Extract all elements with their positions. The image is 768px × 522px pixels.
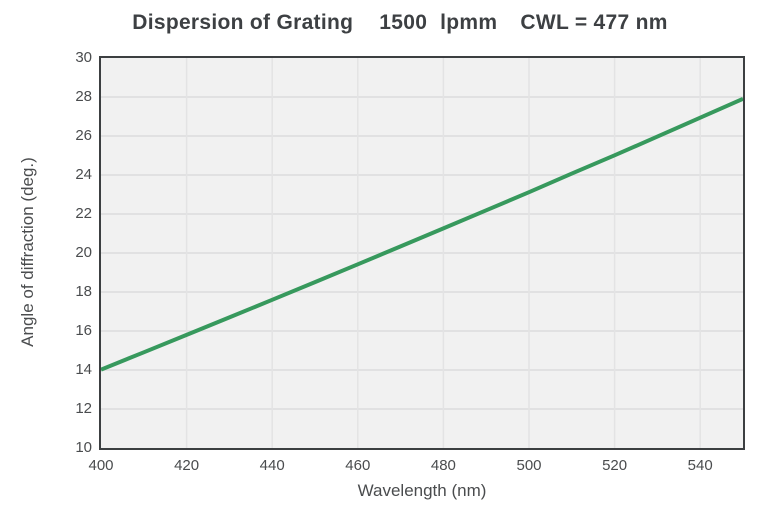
- x-tick-label: 520: [602, 457, 628, 474]
- dispersion-line-plot: [101, 58, 743, 448]
- x-axis-title: Wavelength (nm): [357, 481, 487, 500]
- grating-density-value: 1500: [379, 11, 428, 34]
- plot-area: [99, 56, 745, 450]
- x-tick-label: 480: [430, 457, 456, 474]
- x-tick-label: 540: [687, 457, 713, 474]
- y-tick-label: 30: [75, 49, 92, 66]
- y-tick-label: 14: [75, 361, 92, 378]
- y-tick-label: 26: [75, 127, 92, 144]
- y-tick-label: 18: [75, 283, 92, 300]
- x-tick-label: 460: [345, 457, 371, 474]
- x-tick-label: 500: [516, 457, 542, 474]
- y-tick-label: 22: [75, 205, 92, 222]
- y-tick-label: 28: [75, 88, 92, 105]
- chart-title: Dispersion of Grating 1500 lpmm CWL = 47…: [0, 11, 768, 35]
- y-tick-label: 24: [75, 166, 92, 183]
- chart-title-text: Dispersion of Grating: [132, 11, 354, 34]
- y-tick-label: 16: [75, 322, 92, 339]
- y-tick-label: 20: [75, 244, 92, 261]
- y-axis-title: Angle of diffraction (deg.): [18, 157, 37, 347]
- x-tick-label: 440: [259, 457, 285, 474]
- grating-density-unit: lpmm: [440, 11, 498, 34]
- x-tick-label: 420: [174, 457, 200, 474]
- center-wavelength-label: CWL = 477 nm: [520, 11, 668, 34]
- x-tick-label: 400: [88, 457, 114, 474]
- y-tick-label: 10: [75, 439, 92, 456]
- y-tick-label: 12: [75, 400, 92, 417]
